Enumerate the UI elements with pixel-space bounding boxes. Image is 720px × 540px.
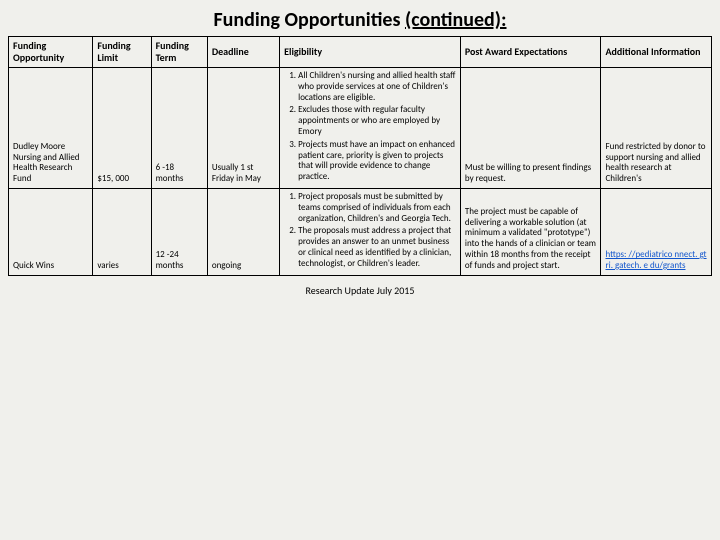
col-eligibility: Eligibility: [280, 37, 461, 68]
page-title: Funding Opportunities (continued):: [8, 8, 712, 32]
col-deadline: Deadline: [207, 37, 279, 68]
cell-opportunity: Dudley Moore Nursing and Allied Health R…: [9, 68, 93, 189]
col-post: Post Award Expectations: [460, 37, 601, 68]
table-header-row: Funding Opportunity Funding Limit Fundin…: [9, 37, 712, 68]
cell-additional: Fund restricted by donor to support nurs…: [601, 68, 712, 189]
eligibility-item: Excludes those with regular faculty appo…: [298, 105, 456, 137]
col-additional: Additional Information: [601, 37, 712, 68]
title-main: Funding Opportunities: [214, 8, 405, 32]
col-limit: Funding Limit: [93, 37, 151, 68]
cell-eligibility: Project proposals must be submitted by t…: [280, 188, 461, 275]
col-term: Funding Term: [151, 37, 207, 68]
table-row: Dudley Moore Nursing and Allied Health R…: [9, 68, 712, 189]
cell-deadline: ongoing: [207, 188, 279, 275]
cell-term: 12 -24 months: [151, 188, 207, 275]
funding-table: Funding Opportunity Funding Limit Fundin…: [8, 36, 712, 276]
cell-additional: https: //pediatrico nnect. gtri. gatech.…: [601, 188, 712, 275]
cell-limit: $15, 000: [93, 68, 151, 189]
eligibility-item: Project proposals must be submitted by t…: [298, 192, 456, 224]
cell-eligibility: All Children's nursing and allied health…: [280, 68, 461, 189]
cell-term: 6 -18 months: [151, 68, 207, 189]
title-continued: (continued):: [405, 8, 507, 32]
cell-post: The project must be capable of deliverin…: [460, 188, 601, 275]
cell-deadline: Usually 1 st Friday in May: [207, 68, 279, 189]
cell-opportunity: Quick Wins: [9, 188, 93, 275]
col-opportunity: Funding Opportunity: [9, 37, 93, 68]
cell-post: Must be willing to present findings by r…: [460, 68, 601, 189]
footer-text: Research Update July 2015: [8, 284, 712, 297]
eligibility-item: All Children's nursing and allied health…: [298, 71, 456, 103]
eligibility-item: The proposals must address a project tha…: [298, 226, 456, 269]
eligibility-item: Projects must have an impact on enhanced…: [298, 140, 456, 183]
cell-limit: varies: [93, 188, 151, 275]
additional-link[interactable]: https: //pediatrico nnect. gtri. gatech.…: [605, 249, 706, 271]
table-row: Quick Wins varies 12 -24 months ongoing …: [9, 188, 712, 275]
